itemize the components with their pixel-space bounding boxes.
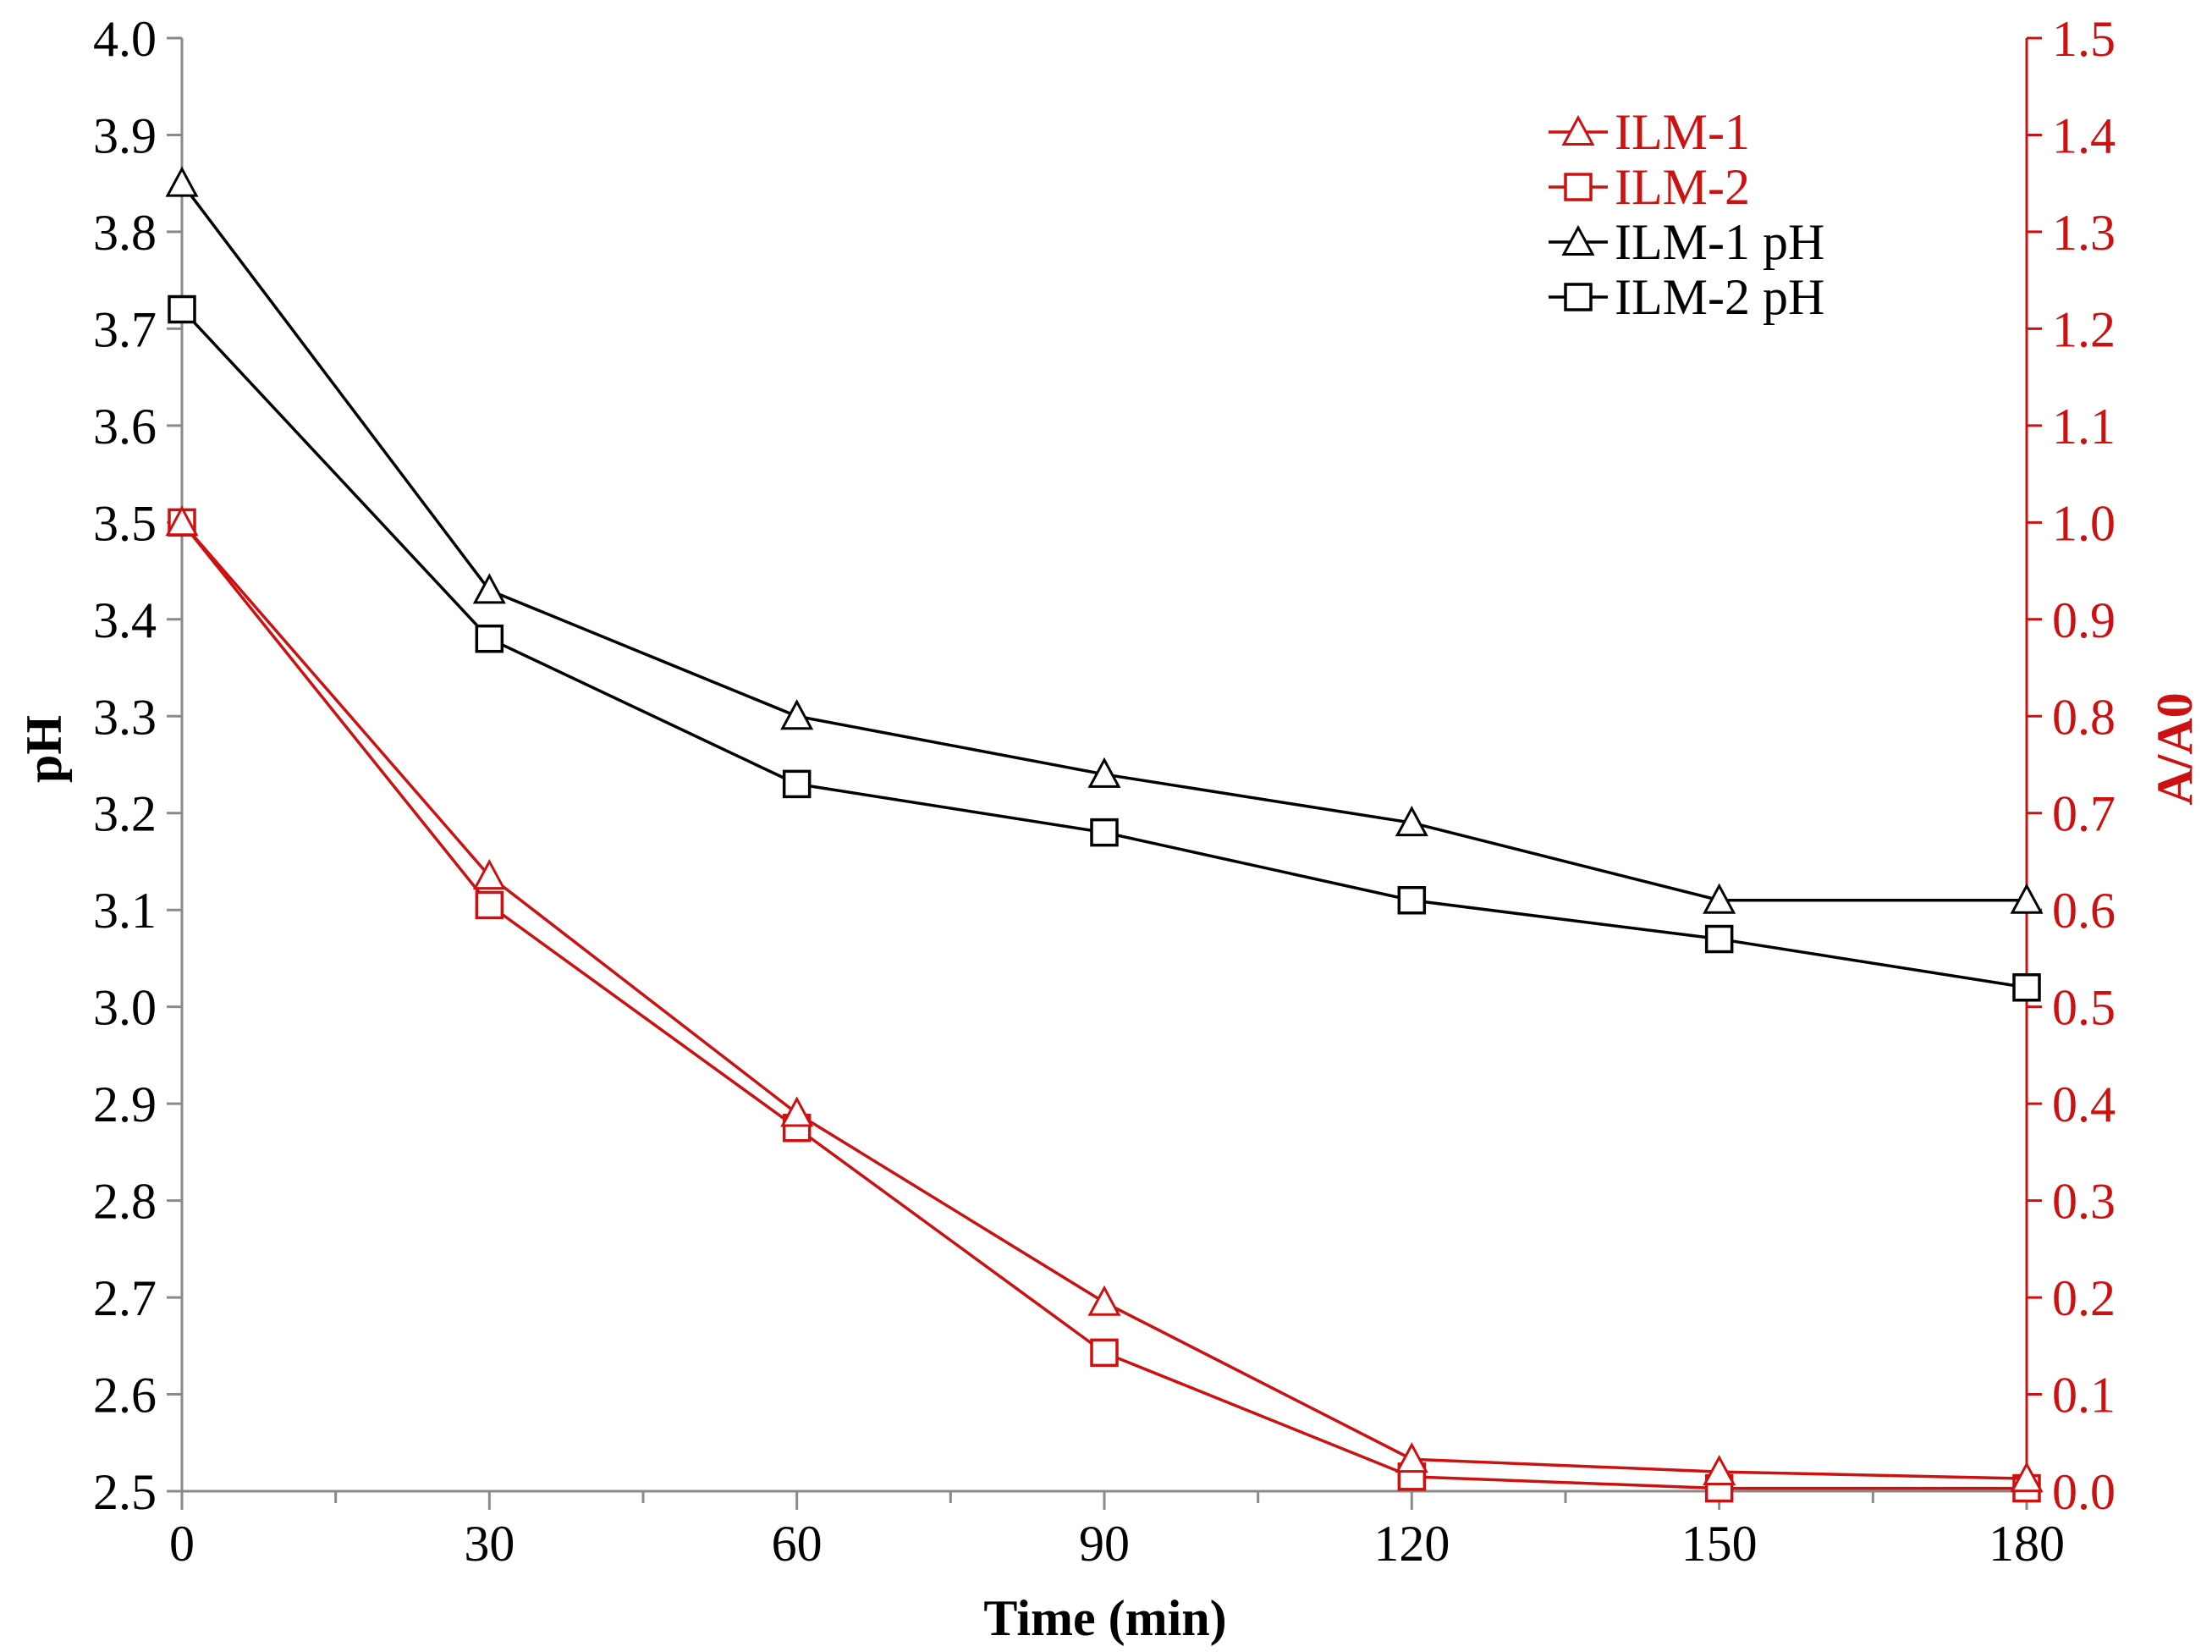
x-tick-label: 150 xyxy=(1681,1516,1758,1572)
y-left-tick-label: 2.9 xyxy=(93,1077,157,1132)
data-point-ilm-1 xyxy=(780,1096,814,1127)
data-point-ilm-1 xyxy=(1395,1442,1428,1473)
x-tick-label: 120 xyxy=(1373,1516,1450,1572)
data-point-ilm-2 xyxy=(1090,1338,1119,1368)
legend-marker-ilm-1 xyxy=(1561,114,1595,146)
y-left-tick-label: 3.2 xyxy=(93,786,157,842)
y-left-tick-label: 3.3 xyxy=(93,689,157,745)
data-point-ilm-1-ph xyxy=(1395,806,1428,837)
y-left-axis-title: pH xyxy=(16,715,72,783)
y-right-tick-label: 0.2 xyxy=(2052,1270,2116,1326)
x-tick-label: 60 xyxy=(772,1516,823,1572)
data-point-ilm-1 xyxy=(2010,1461,2044,1493)
data-point-ilm-1 xyxy=(1087,1285,1121,1316)
x-tick-label: 0 xyxy=(169,1516,195,1572)
y-right-tick-label: 0.1 xyxy=(2052,1368,2116,1423)
legend-label-ilm-2: ILM-2 xyxy=(1615,159,1750,215)
y-left-tick-label: 3.1 xyxy=(93,883,157,939)
y-right-tick-label: 1.5 xyxy=(2052,11,2116,67)
x-tick-label: 30 xyxy=(464,1516,514,1572)
data-point-ilm-2-ph xyxy=(782,769,812,799)
data-point-ilm-1 xyxy=(165,505,199,537)
data-point-ilm-1 xyxy=(1703,1454,1736,1486)
data-point-ilm-2-ph xyxy=(1090,818,1119,847)
y-right-tick-label: 0.5 xyxy=(2052,980,2116,1036)
y-left-tick-label: 3.4 xyxy=(93,592,157,648)
y-left-tick-label: 2.5 xyxy=(93,1464,157,1520)
y-right-tick-label: 0.8 xyxy=(2052,689,2116,745)
data-point-ilm-1-ph xyxy=(1087,757,1121,788)
data-point-ilm-1-ph xyxy=(1703,883,1736,914)
data-point-ilm-2-ph xyxy=(1704,924,1734,954)
legend-marker-ilm-1-ph xyxy=(1561,224,1595,256)
y-right-tick-label: 0.7 xyxy=(2052,786,2116,842)
data-point-ilm-2-ph xyxy=(1397,886,1427,915)
y-right-tick-label: 0.4 xyxy=(2052,1077,2116,1132)
data-point-ilm-1-ph xyxy=(165,166,199,197)
y-right-tick-label: 1.4 xyxy=(2052,107,2116,163)
y-right-tick-label: 1.2 xyxy=(2052,301,2116,357)
series-line-ilm-1 xyxy=(180,521,2028,1480)
y-left-tick-label: 2.6 xyxy=(93,1368,157,1423)
legend-label-ilm-2-ph: ILM-2 pH xyxy=(1615,269,1824,325)
legend-marker-ilm-2 xyxy=(1564,173,1593,201)
y-right-tick-label: 0.0 xyxy=(2052,1464,2116,1520)
data-point-ilm-2 xyxy=(475,890,504,920)
y-left-tick-label: 2.7 xyxy=(93,1270,157,1326)
series-group xyxy=(165,166,2044,1503)
y-right-tick-label: 1.1 xyxy=(2052,399,2116,454)
legend-marker-ilm-2-ph xyxy=(1564,283,1593,311)
axes-group: 2.5 2.6 2.7 2.8 2.9 3.0 3.1 3.2 3.3 3.4 3.5 3.6 3.7 3… xyxy=(93,11,2116,1572)
y-right-axis-title: A/A0 xyxy=(2147,692,2203,805)
y-right-tick-label: 1.3 xyxy=(2052,205,2116,261)
legend-label-ilm-1-ph: ILM-1 pH xyxy=(1615,214,1824,270)
y-left-tick-label: 3.6 xyxy=(93,399,157,454)
y-left-tick-label: 2.8 xyxy=(93,1174,157,1230)
y-left-tick-label: 3.5 xyxy=(93,495,157,551)
y-left-tick-label: 4.0 xyxy=(93,11,157,67)
series-line-ilm-2-ph xyxy=(180,308,2028,989)
legend-label-ilm-1: ILM-1 xyxy=(1615,104,1750,160)
y-left-tick-label: 3.7 xyxy=(93,301,157,357)
x-tick-label: 180 xyxy=(1989,1516,2065,1572)
data-point-ilm-1-ph xyxy=(780,699,814,730)
x-tick-label: 90 xyxy=(1079,1516,1130,1572)
data-point-ilm-1-ph xyxy=(2010,883,2044,914)
x-axis-title: Time (min) xyxy=(983,1590,1226,1646)
data-point-ilm-1-ph xyxy=(472,573,506,604)
y-right-tick-label: 0.3 xyxy=(2052,1174,2116,1230)
y-right-tick-label: 0.6 xyxy=(2052,883,2116,939)
data-point-ilm-2-ph xyxy=(2012,973,2041,1002)
y-left-tick-label: 3.8 xyxy=(93,205,157,261)
y-left-tick-label: 3.9 xyxy=(93,107,157,163)
y-right-tick-label: 1.0 xyxy=(2052,495,2116,551)
y-right-tick-label: 0.9 xyxy=(2052,592,2116,648)
data-point-ilm-1 xyxy=(472,858,506,890)
data-point-ilm-2-ph xyxy=(168,295,196,324)
y-left-tick-label: 3.0 xyxy=(93,980,157,1036)
data-point-ilm-2-ph xyxy=(475,624,504,653)
